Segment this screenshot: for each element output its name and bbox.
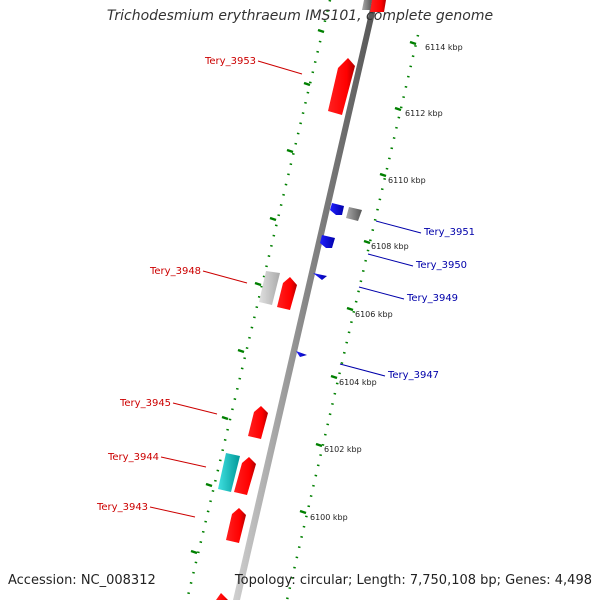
- gene-label-tery-3949: Tery_3949: [406, 293, 458, 304]
- gene-arrow-top-gray: [362, 0, 372, 10]
- gene-arrow-tery-3950: [320, 235, 335, 248]
- inner-ruler-ticks: [299, 40, 417, 515]
- genome-backbone: [233, 0, 378, 600]
- gene-arrow-tery-3948: [277, 277, 297, 310]
- gene-label-tery-3947: Tery_3947: [387, 370, 439, 381]
- tick-label: 6100 kbp: [310, 513, 348, 522]
- gene-label-tery-3944: Tery_3944: [107, 452, 159, 463]
- gene-arrow-cyan-3944: [218, 453, 240, 492]
- gene-arrow-top-red: [370, 0, 386, 12]
- gene-arrow-tery-3945: [248, 406, 268, 439]
- tick-label: 6114 kbp: [425, 43, 463, 52]
- map-title: Trichodesmium erythraeum IMS101, complet…: [106, 8, 494, 24]
- gene-arrow-tery-3951: [330, 203, 344, 215]
- gene-label-tery-3951: Tery_3951: [423, 227, 475, 238]
- tick-label: 6110 kbp: [388, 176, 426, 185]
- gene-arrow-tery-3949: [313, 273, 327, 280]
- leader-lines-forward: [149, 60, 303, 518]
- gene-arrow-gray-3951: [346, 207, 362, 221]
- gene-label-tery-3950: Tery_3950: [415, 260, 467, 271]
- leader-lines-reverse: [339, 220, 422, 377]
- gene-arrow-tery-3953: [328, 58, 355, 115]
- gene-arrow-tery-3944: [234, 457, 256, 495]
- genome-summary-text: Topology: circular; Length: 7,750,108 bp…: [234, 573, 592, 588]
- tick-label: 6104 kbp: [339, 378, 377, 387]
- gene-arrow-bottom-red: [216, 593, 228, 600]
- tick-label: 6102 kbp: [324, 445, 362, 454]
- gene-arrow-tery-3947: [296, 351, 307, 357]
- gene-label-tery-3948: Tery_3948: [149, 266, 201, 277]
- gene-label-tery-3945: Tery_3945: [119, 398, 171, 409]
- tick-label: 6108 kbp: [371, 242, 409, 251]
- gene-arrow-tery-3943: [226, 508, 246, 543]
- outer-ruler-ticks: [190, 28, 325, 555]
- accession-text: Accession: NC_008312: [8, 573, 156, 588]
- inner-ruler: [285, 34, 420, 600]
- tick-label: 6112 kbp: [405, 109, 443, 118]
- gene-arrow-gray-3948: [259, 271, 280, 305]
- gene-label-tery-3943: Tery_3943: [96, 502, 148, 513]
- gene-label-tery-3953: Tery_3953: [204, 56, 256, 67]
- tick-label: 6106 kbp: [355, 310, 393, 319]
